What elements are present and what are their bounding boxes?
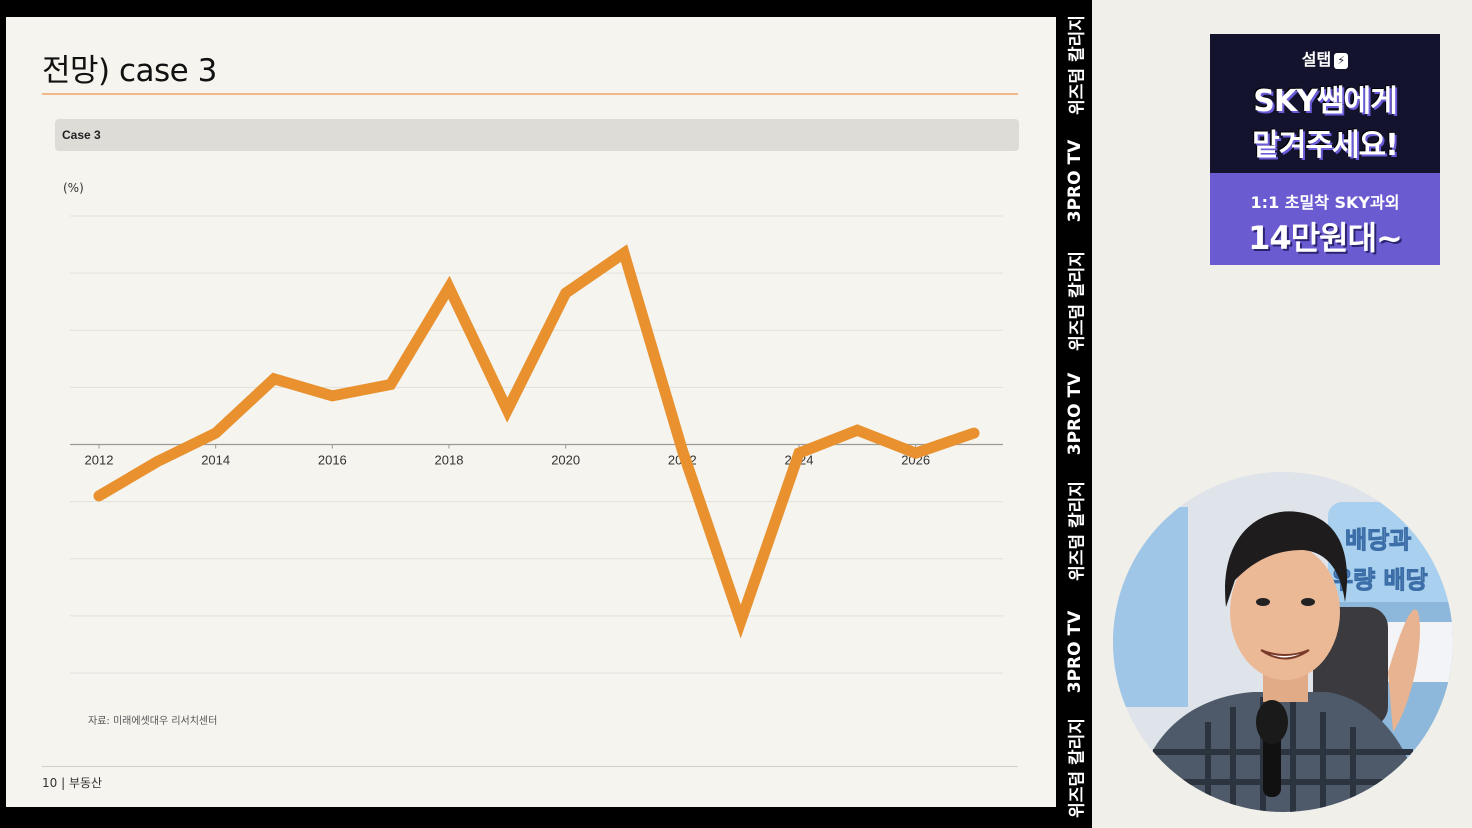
channel-watermark-strip: 위즈덤 칼리지 3PRO TV 위즈덤 칼리지 3PRO TV 위즈덤 칼리지 3PRO …: [1058, 0, 1092, 828]
watermark-label: 3PRO TV: [1065, 372, 1085, 456]
y-unit-label: (%): [63, 181, 84, 195]
x-tick-label: 2016: [318, 453, 347, 468]
title-divider: [42, 93, 1018, 95]
watermark-label: 3PRO TV: [1065, 610, 1085, 694]
webcam-presenter-image: 배당과 우량 배당: [1113, 472, 1453, 812]
advertisement-banner[interactable]: 설탭 ⚡ SKY쌤에게 맡겨주세요! 1:1 초밀착 SKY과외 14만원대~: [1210, 34, 1440, 265]
ad-brand-name: 설탭: [1301, 50, 1332, 69]
chart-series: [93, 244, 980, 639]
x-axis-ticks: 2012 2014 2016 2018 2020 2022 2024 2026: [85, 444, 930, 468]
sign-text-1: 배당과: [1345, 526, 1411, 554]
watermark-label: 위즈덤 칼리지: [1067, 481, 1088, 581]
x-tick-label: 2014: [201, 453, 230, 468]
watermark-label: 3PRO TV: [1065, 139, 1085, 223]
x-tick-label: 2012: [85, 453, 114, 468]
chart-gridlines: [70, 215, 1003, 674]
footer-divider: [42, 766, 1018, 767]
case-label: Case 3: [62, 128, 101, 142]
watermark-label: 위즈덤 칼리지: [1067, 718, 1088, 818]
slide-title: 전망) case 3: [42, 53, 217, 89]
source-note: 자료: 미래에셋대우 리서치센터: [88, 716, 218, 727]
ad-subtitle: 1:1 초밀착 SKY과외: [1250, 193, 1400, 212]
line-chart: 2012 2014 2016 2018 2020 2022 2024 2026: [70, 215, 1003, 674]
watermark-label: 위즈덤 칼리지: [1067, 251, 1088, 351]
ad-headline-1: SKY쌤에게: [1253, 84, 1397, 119]
case-header-bar: Case 3: [55, 119, 1019, 151]
watermark-label: 위즈덤 칼리지: [1067, 15, 1088, 115]
slide-footer: 10 | 부동산: [42, 776, 103, 790]
x-tick-label: 2018: [435, 453, 464, 468]
ad-price: 14만원대~: [1248, 219, 1403, 257]
x-tick-label: 2020: [551, 453, 580, 468]
ad-offer-box: 1:1 초밀착 SKY과외 14만원대~: [1210, 173, 1440, 265]
ad-brand: 설탭 ⚡: [1210, 46, 1440, 70]
presentation-slide: 전망) case 3 Case 3 (%) 2012 2014 2016 2018 20…: [6, 17, 1056, 807]
webcam-circle: 배당과 우량 배당: [1113, 472, 1453, 812]
ad-headline-2: 맡겨주세요!: [1252, 128, 1399, 163]
broadcast-side-panel: 설탭 ⚡ SKY쌤에게 맡겨주세요! 1:1 초밀착 SKY과외 14만원대~ 배…: [1092, 0, 1472, 828]
lightning-icon: ⚡: [1334, 53, 1349, 69]
series-line: [93, 244, 980, 639]
